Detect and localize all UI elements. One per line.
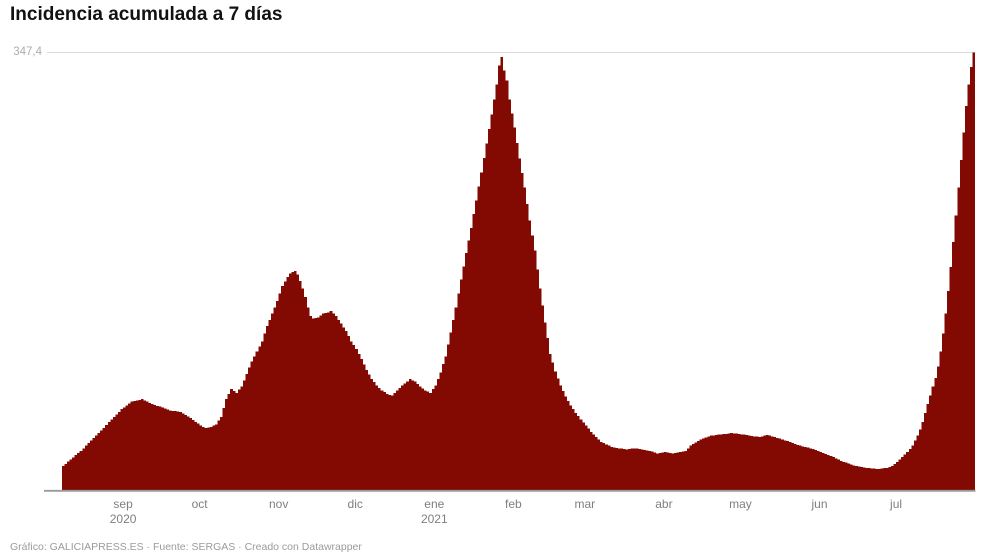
x-axis-month-label: sep: [113, 497, 133, 511]
x-axis-year-label: 2021: [420, 512, 448, 526]
chart-title: Incidencia acumulada a 7 días: [10, 4, 283, 25]
x-axis-month-label: nov: [269, 497, 289, 511]
x-axis-labels: sep oct nov dic ene feb mar abr may jun jul 2020 202…: [0, 497, 981, 537]
x-axis-month-label: feb: [505, 497, 522, 511]
y-axis-max-label: 347,4: [13, 46, 42, 58]
x-axis-month-label: mar: [574, 497, 596, 511]
x-axis-year-label: 2020: [109, 512, 137, 526]
x-axis-month-label: jun: [811, 497, 828, 511]
x-axis-month-label: abr: [655, 497, 673, 511]
x-axis-month-label: dic: [347, 497, 363, 511]
x-axis-month-label: oct: [191, 497, 208, 511]
x-axis-month-label: ene: [424, 497, 445, 511]
attribution-footer: Gráfico: GALICIAPRESS.ES · Fuente: SERGA…: [10, 541, 362, 553]
x-axis-month-label: may: [729, 497, 752, 511]
incidence-area-series: [61, 52, 976, 490]
x-axis-month-label: jul: [890, 497, 903, 511]
